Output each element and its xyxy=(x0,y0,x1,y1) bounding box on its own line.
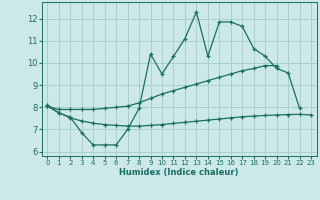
X-axis label: Humidex (Indice chaleur): Humidex (Indice chaleur) xyxy=(119,168,239,177)
